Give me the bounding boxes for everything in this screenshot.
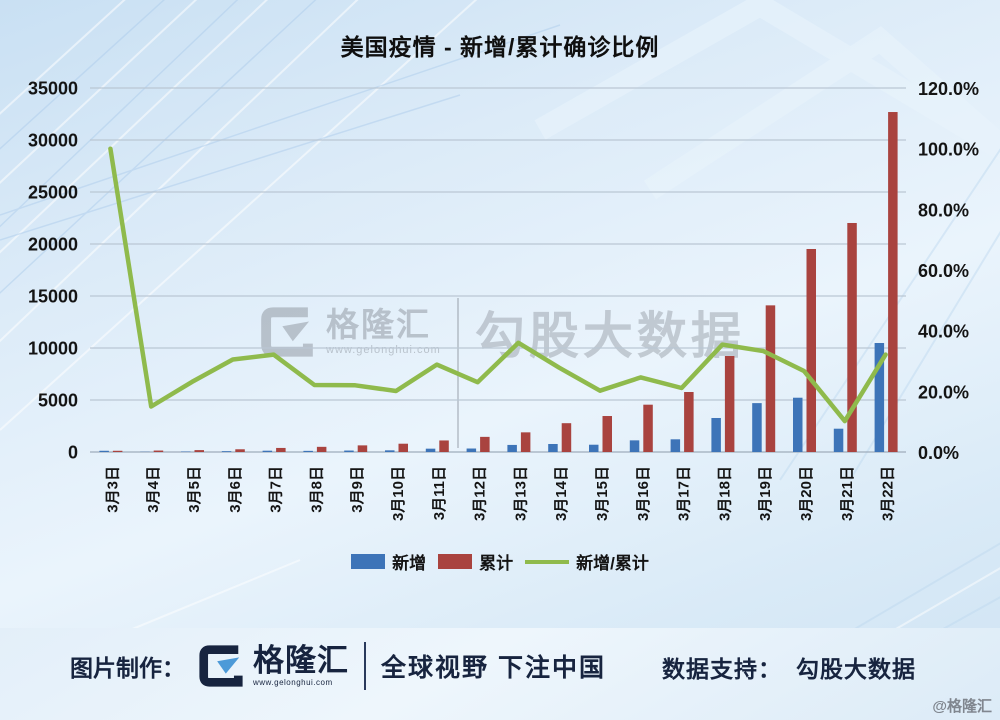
footer-left: 图片制作： 格隆汇 www.gelonghui.com 全球视野 下注中国	[70, 642, 606, 690]
svg-text:15000: 15000	[28, 287, 78, 307]
svg-text:3月8日: 3月8日	[308, 466, 325, 513]
legend-label-cumulative: 累计	[479, 554, 514, 573]
chart-legend: 新增 累计 新增/累计	[0, 549, 1000, 574]
svg-text:0.0%: 0.0%	[918, 443, 959, 463]
svg-text:3月6日: 3月6日	[227, 466, 244, 513]
svg-text:60.0%: 60.0%	[918, 261, 969, 281]
svg-text:3月22日: 3月22日	[880, 466, 897, 521]
svg-text:3月5日: 3月5日	[186, 466, 203, 513]
svg-text:3月15日: 3月15日	[594, 466, 611, 521]
legend-item-new: 新增	[351, 549, 426, 574]
svg-text:3月4日: 3月4日	[145, 466, 162, 513]
svg-text:3月16日: 3月16日	[635, 466, 652, 521]
data-support-value: 勾股大数据	[796, 656, 916, 682]
legend-line-ratio-icon	[525, 559, 570, 564]
svg-text:3月14日: 3月14日	[553, 466, 570, 521]
legend-label-ratio: 新增/累计	[576, 554, 649, 573]
legend-swatch-cumulative-icon	[438, 554, 473, 569]
data-support-label: 数据支持：	[662, 656, 782, 682]
svg-text:3月12日: 3月12日	[472, 466, 489, 521]
footer-divider	[364, 642, 366, 690]
legend-item-cumulative: 累计	[438, 549, 513, 574]
watermark-brand-text: 格隆汇	[326, 306, 431, 343]
svg-text:25000: 25000	[28, 183, 78, 203]
svg-text:30000: 30000	[28, 131, 78, 151]
svg-text:3月20日: 3月20日	[798, 466, 815, 521]
footer-slogan: 全球视野 下注中国	[381, 654, 606, 682]
svg-text:3月19日: 3月19日	[757, 466, 774, 521]
watermark-url-text: www.gelonghui.com	[326, 344, 441, 356]
watermark-brand-block: 格隆汇 www.gelonghui.com	[326, 308, 441, 356]
svg-text:3月10日: 3月10日	[390, 466, 407, 521]
svg-text:35000: 35000	[28, 79, 78, 99]
footer-bar: 图片制作： 格隆汇 www.gelonghui.com 全球视野 下注中国 数据…	[0, 628, 1000, 720]
svg-text:3月13日: 3月13日	[512, 466, 529, 521]
svg-text:40.0%: 40.0%	[918, 322, 969, 342]
gelonghui-logo-footer-icon	[199, 645, 243, 687]
svg-text:3月17日: 3月17日	[676, 466, 693, 521]
watermark: 格隆汇 www.gelonghui.com 勾股大数据	[258, 296, 750, 448]
legend-label-new: 新增	[392, 554, 427, 573]
footer-brand-block: 格隆汇 www.gelonghui.com	[253, 645, 349, 687]
svg-text:5000: 5000	[38, 391, 78, 411]
combo-chart: 0 5000 10000 15000 20000 25000 30000 35000 0.0% 2…	[28, 79, 979, 522]
footer-right: 数据支持： 勾股大数据	[662, 650, 916, 684]
svg-text:120.0%: 120.0%	[918, 79, 979, 99]
legend-item-ratio: 新增/累计	[525, 549, 649, 574]
footer-brand-text: 格隆汇	[253, 643, 349, 678]
svg-text:20000: 20000	[28, 235, 78, 255]
svg-text:80.0%: 80.0%	[918, 200, 969, 220]
gelonghui-logo-watermark-icon	[261, 307, 313, 357]
svg-text:20.0%: 20.0%	[918, 382, 969, 402]
svg-text:3月21日: 3月21日	[839, 466, 856, 521]
svg-text:100.0%: 100.0%	[918, 140, 979, 160]
svg-text:3月3日: 3月3日	[104, 466, 121, 513]
svg-text:3月11日: 3月11日	[431, 466, 448, 520]
svg-text:3月9日: 3月9日	[349, 466, 366, 513]
legend-swatch-new-icon	[351, 554, 386, 569]
svg-text:3月18日: 3月18日	[716, 466, 733, 521]
made-by-label: 图片制作：	[70, 655, 185, 681]
svg-text:10000: 10000	[28, 339, 78, 359]
footer-brand-url: www.gelonghui.com	[253, 678, 333, 687]
svg-text:0: 0	[68, 443, 78, 463]
watermark-product-text: 勾股大数据	[474, 308, 745, 364]
chart-title: 美国疫情 - 新增/累计确诊比例	[340, 34, 660, 60]
svg-text:3月7日: 3月7日	[268, 466, 285, 513]
credit-watermark: @格隆汇	[932, 698, 992, 715]
